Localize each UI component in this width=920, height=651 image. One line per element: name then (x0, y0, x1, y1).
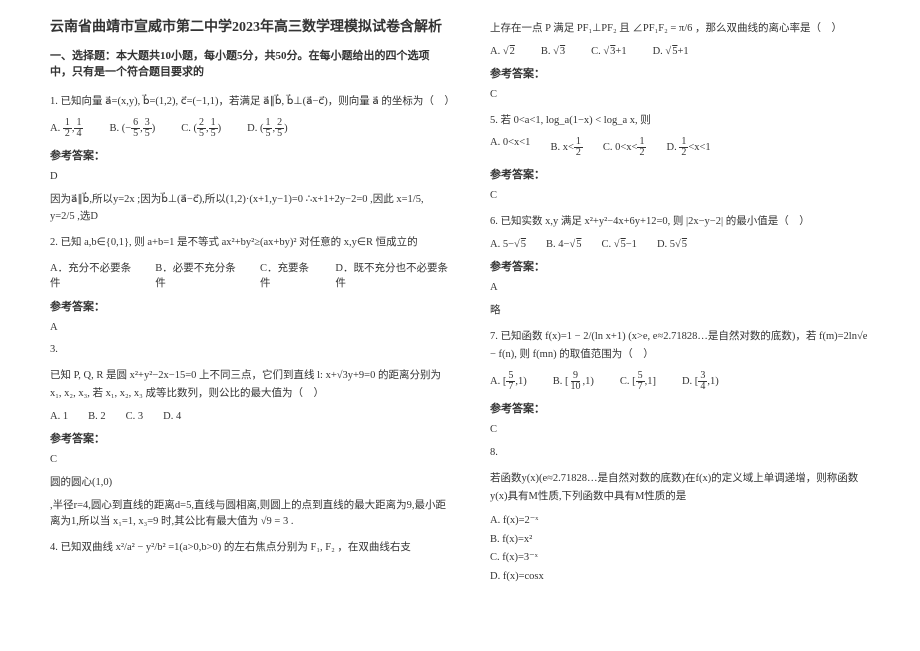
q2-opt-a: A．充分不必要条件 (50, 260, 135, 290)
q6-stem: 6. 已知实数 x,y 满足 x²+y²−4x+6y+12=0, 则 |2x−y… (490, 213, 870, 231)
left-column: 云南省曲靖市宣威市第二中学2023年高三数学理模拟试卷含解析 一、选择题：本大题… (50, 18, 450, 587)
q2-options: A．充分不必要条件 B．必要不充分条件 C．充要条件 D．既不充分也不必要条件 (50, 260, 450, 290)
q1-explain: 因为a⃗∥b⃗,所以y=2x ;因为b⃗⊥(a⃗−c⃗),所以(1,2)·(x+… (50, 192, 450, 226)
q7-ans-label: 参考答案： (490, 400, 870, 416)
q3-explain-head: 圆的圆心(1,0) (50, 475, 450, 492)
q4-stem: 4. 已知双曲线 x²/a² − y²/b² =1(a>0,b>0) 的左右焦点… (50, 539, 450, 557)
q7-opt-a: A. [57,1) (490, 371, 527, 392)
q5-opt-b: B. x<12 (550, 137, 582, 158)
q8-label: 8. (490, 445, 870, 462)
q3-label: 3. (50, 342, 450, 359)
q6-opt-b: B. 4−√5 (546, 239, 581, 250)
q6-explain: 略 (490, 303, 870, 320)
q6-ans-label: 参考答案： (490, 258, 870, 274)
q3-explain: ,半径r=4,圆心到直线的距离d=5,直线与圆相离,则圆上的点到直线的最大距离为… (50, 498, 450, 532)
q1-ans-label: 参考答案： (50, 147, 450, 163)
q6-options: A. 5−√5 B. 4−√5 C. √5−1 D. 5√5 (490, 239, 870, 250)
q1-ans-letter: D (50, 169, 450, 186)
q2-opt-c: C．充要条件 (260, 260, 315, 290)
q5-opt-d: D. 12<x<1 (666, 137, 710, 158)
q8-opt-a: A. f(x)=2⁻ˣ (490, 512, 870, 531)
q8-options-vertical: A. f(x)=2⁻ˣ B. f(x)=x² C. f(x)=3⁻ˣ D. f(… (490, 512, 870, 588)
q1-opt-c: C. (25,15) (181, 118, 221, 139)
q1-options: A. 12,14 B. (−65,35) C. (25,15) D. (15,2… (50, 118, 450, 139)
q5-opt-a: A. 0<x<1 (490, 137, 530, 158)
right-column: 上存在一点 P 满足 PF₁⊥PF₂ 且 ∠PF₁F₂ = π/6 ，那么双曲线… (490, 18, 870, 587)
q8-opt-d: D. f(x)=cosx (490, 568, 870, 587)
q2-ans-letter: A (50, 320, 450, 337)
q1-stem: 1. 已知向量 a⃗=(x,y), b⃗=(1,2), c⃗=(−1,1)，若满… (50, 93, 450, 111)
q7-stem: 7. 已知函数 f(x)=1 − 2/(ln x+1) (x>e, e≈2.71… (490, 328, 870, 364)
q2-ans-label: 参考答案： (50, 298, 450, 314)
q3-ans-letter: C (50, 452, 450, 469)
q3-opt-b: B. 2 (88, 411, 106, 422)
q5-ans-letter: C (490, 188, 870, 205)
q8-stem: 若函数y(x)(e≈2.71828…是自然对数的底数)在f(x)的定义域上单调递… (490, 470, 870, 506)
q7-ans-letter: C (490, 422, 870, 439)
q4-options: A. √2 B. √3 C. √3+1 D. √5+1 (490, 46, 870, 57)
q4-cont-stem: 上存在一点 P 满足 PF₁⊥PF₂ 且 ∠PF₁F₂ = π/6 ，那么双曲线… (490, 20, 870, 38)
q6-ans-letter: A (490, 280, 870, 297)
q3-ans-label: 参考答案： (50, 430, 450, 446)
q5-options: A. 0<x<1 B. x<12 C. 0<x<12 D. 12<x<1 (490, 137, 870, 158)
q3-opt-a: A. 1 (50, 411, 68, 422)
q2-stem: 2. 已知 a,b∈{0,1}, 则 a+b=1 是不等式 ax²+by²≥(a… (50, 234, 450, 252)
q3-stem: 已知 P, Q, R 是圆 x²+y²−2x−15=0 上不同三点，它们到直线 … (50, 367, 450, 403)
q8-opt-b: B. f(x)=x² (490, 531, 870, 550)
q3-options: A. 1 B. 2 C. 3 D. 4 (50, 411, 450, 422)
q4-ans-label: 参考答案： (490, 65, 870, 81)
q1-opt-b: B. (−65,35) (109, 118, 155, 139)
q8-opt-c: C. f(x)=3⁻ˣ (490, 549, 870, 568)
q5-stem: 5. 若 0<a<1, log_a(1−x) < log_a x, 则 (490, 112, 870, 130)
q1-opt-d: D. (15,25) (247, 118, 287, 139)
exam-title: 云南省曲靖市宣威市第二中学2023年高三数学理模拟试卷含解析 (50, 18, 450, 38)
q5-ans-label: 参考答案： (490, 166, 870, 182)
q1-opt-a: A. 12,14 (50, 118, 83, 139)
q2-opt-b: B．必要不充分条件 (155, 260, 240, 290)
q4-opt-d: D. √5+1 (653, 46, 689, 57)
q6-opt-d: D. 5√5 (657, 239, 687, 250)
q4-opt-a: A. √2 (490, 46, 515, 57)
q7-opt-d: D. [34,1) (682, 371, 719, 392)
document-page: 云南省曲靖市宣威市第二中学2023年高三数学理模拟试卷含解析 一、选择题：本大题… (0, 0, 920, 607)
q6-opt-c: C. √5−1 (601, 239, 636, 250)
q7-opt-b: B. [910,1) (553, 371, 594, 392)
q2-opt-d: D．既不充分也不必要条件 (335, 260, 450, 290)
q7-opt-c: C. [57,1] (620, 371, 656, 392)
q7-options: A. [57,1) B. [910,1) C. [57,1] D. [34,1) (490, 371, 870, 392)
q5-opt-c: C. 0<x<12 (603, 137, 647, 158)
q4-opt-c: C. √3+1 (591, 46, 626, 57)
q4-ans-letter: C (490, 87, 870, 104)
q3-opt-d: D. 4 (163, 411, 181, 422)
q6-opt-a: A. 5−√5 (490, 239, 526, 250)
section-heading: 一、选择题：本大题共10小题，每小题5分，共50分。在每小题给出的四个选项中，只… (50, 48, 450, 81)
q4-opt-b: B. √3 (541, 46, 565, 57)
q3-opt-c: C. 3 (126, 411, 144, 422)
